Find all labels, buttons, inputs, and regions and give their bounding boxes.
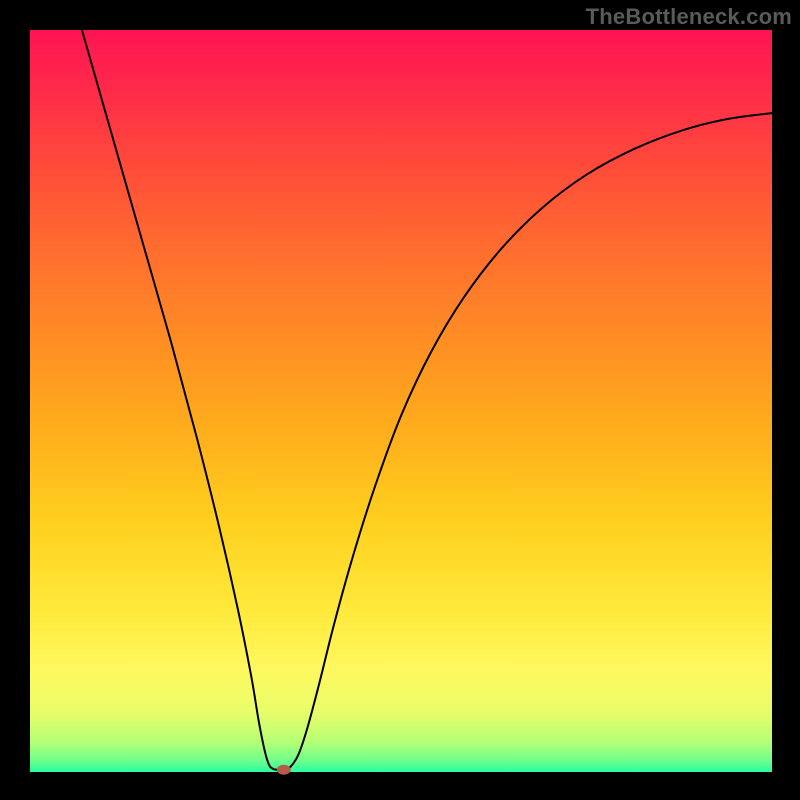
chart-container: TheBottleneck.com — [0, 0, 800, 800]
optimum-marker — [277, 765, 291, 775]
bottleneck-curve-chart — [0, 0, 800, 800]
plot-background — [30, 30, 772, 772]
